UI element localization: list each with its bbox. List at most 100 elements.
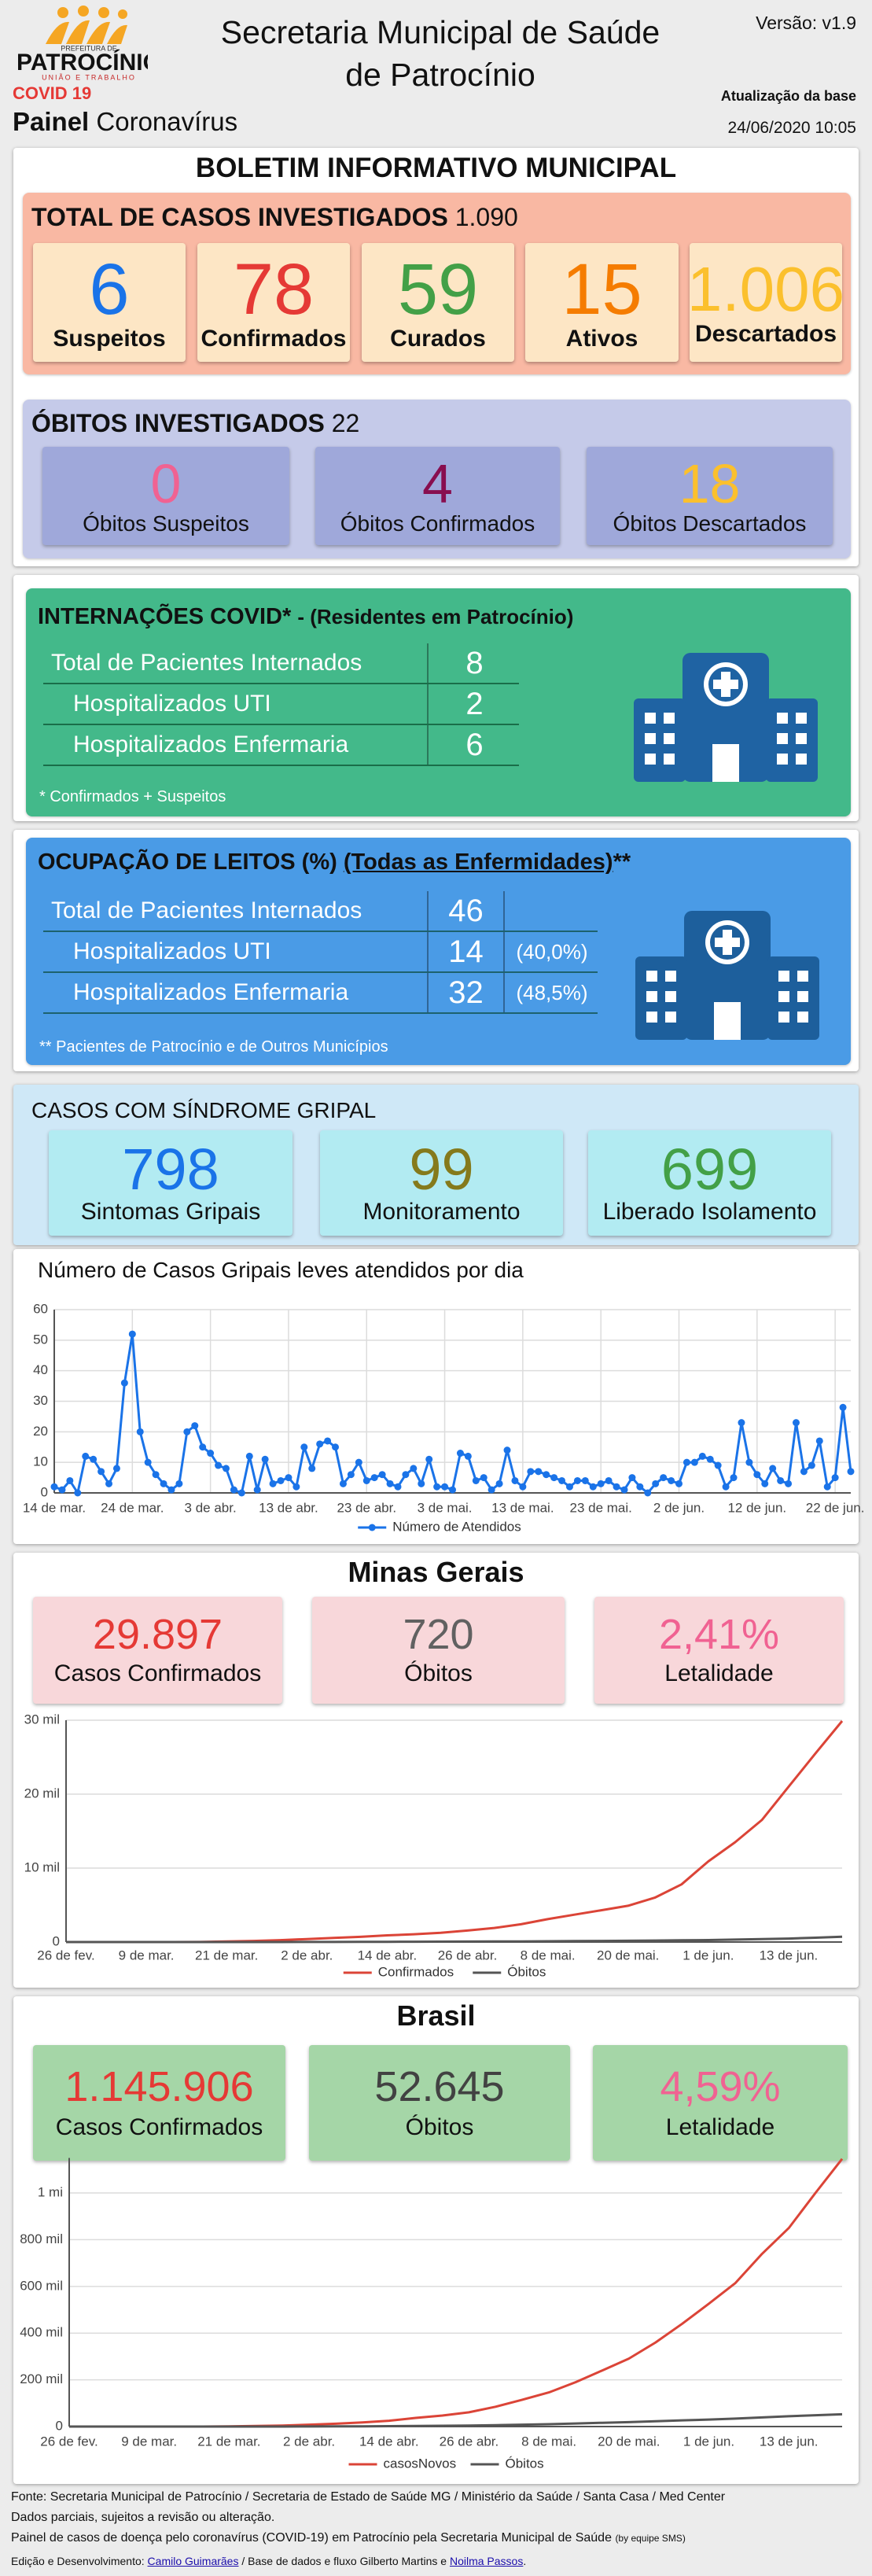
title-line: Secretaria Municipal de Saúde bbox=[220, 14, 660, 50]
card-value: 99 bbox=[409, 1137, 474, 1202]
y-tick-label: 50 bbox=[33, 1332, 48, 1347]
point bbox=[698, 1452, 706, 1460]
obitos-label: ÓBITOS INVESTIGADOS bbox=[31, 409, 325, 437]
x-tick-label: 2 de abr. bbox=[283, 2434, 335, 2449]
section-title: Brasil bbox=[396, 1999, 476, 2032]
point bbox=[441, 1483, 449, 1491]
footer-text: / Base de dados e fluxo Gilberto Martins… bbox=[241, 2555, 447, 2567]
link[interactable]: Noilma Passos bbox=[449, 2555, 524, 2567]
x-tick-label: 13 de abr. bbox=[259, 1500, 318, 1515]
card: 798 Sintomas Gripais bbox=[49, 1130, 293, 1236]
x-tick-label: 26 de fev. bbox=[37, 1948, 94, 1962]
point bbox=[152, 1471, 160, 1479]
point bbox=[253, 1486, 261, 1494]
series-line bbox=[66, 1720, 844, 1944]
point bbox=[730, 1474, 738, 1482]
point bbox=[761, 1480, 769, 1487]
card-value: 798 bbox=[122, 1137, 219, 1202]
point bbox=[847, 1468, 855, 1476]
y-tick-label: 60 bbox=[33, 1301, 48, 1316]
legend-label: Óbitos bbox=[507, 1964, 546, 1979]
x-tick-label: 14 de abr. bbox=[358, 1948, 418, 1962]
card-label: Ativos bbox=[565, 325, 638, 352]
card-value: 15 bbox=[561, 249, 642, 330]
table-row: Hospitalizados Enfermaria 32 (48,5%) bbox=[43, 973, 598, 1014]
series-line bbox=[69, 2412, 843, 2428]
x-tick-label: 21 de mar. bbox=[195, 1948, 258, 1962]
point bbox=[230, 1486, 237, 1494]
point bbox=[714, 1461, 722, 1469]
point bbox=[293, 1483, 300, 1491]
x-tick-label: 2 de jun. bbox=[653, 1500, 705, 1515]
total-heading: TOTAL DE CASOS INVESTIGADOS 1.090 bbox=[31, 203, 518, 232]
point bbox=[386, 1480, 394, 1487]
logo-top: PREFEITURA DE bbox=[61, 44, 117, 52]
card-value: 2,41% bbox=[658, 1611, 780, 1658]
card-value: 59 bbox=[397, 249, 479, 330]
x-tick-label: 9 de mar. bbox=[119, 1948, 175, 1962]
x-tick-label: 8 de mai. bbox=[521, 1948, 576, 1962]
card: 18 Óbitos Descartados bbox=[587, 447, 833, 545]
title: INTERNAÇÕES COVID* bbox=[38, 604, 292, 629]
point bbox=[58, 1486, 66, 1494]
point bbox=[535, 1468, 543, 1476]
sindrome-title: CASOS COM SÍNDROME GRIPAL bbox=[31, 1098, 377, 1122]
point bbox=[347, 1471, 355, 1479]
point bbox=[581, 1476, 589, 1484]
row-value: 32 bbox=[427, 973, 503, 1012]
row-value: 6 bbox=[427, 725, 521, 765]
card-label: Suspeitos bbox=[53, 325, 166, 352]
point bbox=[815, 1437, 823, 1445]
card-label: Óbitos Confirmados bbox=[340, 510, 535, 536]
y-tick-label: 600 mil bbox=[20, 2278, 63, 2293]
card: 0 Óbitos Suspeitos bbox=[42, 447, 289, 545]
link[interactable]: Camilo Guimarães bbox=[147, 2555, 239, 2567]
x-tick-label: 21 de mar. bbox=[197, 2434, 260, 2449]
x-tick-label: 8 de mai. bbox=[521, 2434, 576, 2449]
table-row: Total de Pacientes Internados 46 bbox=[43, 891, 598, 932]
obitos-value: 22 bbox=[331, 409, 360, 437]
x-tick-label: 9 de mar. bbox=[121, 2434, 177, 2449]
ocupacao-title: OCUPAÇÃO DE LEITOS (%) (Todas as Enfermi… bbox=[38, 849, 631, 875]
y-tick-label: 400 mil bbox=[20, 2325, 63, 2340]
card-value: 4 bbox=[422, 452, 453, 514]
point bbox=[511, 1476, 519, 1484]
legend-label: Número de Atendidos bbox=[392, 1519, 521, 1534]
card: 15 Ativos bbox=[525, 243, 679, 362]
version: Versão: v1.9 bbox=[756, 13, 856, 33]
footer-text: Painel de casos de doença pelo coronavír… bbox=[11, 2531, 612, 2545]
point bbox=[753, 1471, 761, 1479]
table-row: Hospitalizados UTI 14 (40,0%) bbox=[43, 932, 598, 973]
point bbox=[50, 1483, 58, 1491]
legend-label: Confirmados bbox=[378, 1964, 454, 1979]
row-label: Total de Pacientes Internados bbox=[51, 897, 362, 923]
point bbox=[433, 1483, 441, 1491]
point bbox=[823, 1483, 831, 1491]
card-value: 0 bbox=[150, 452, 182, 514]
point bbox=[144, 1458, 152, 1466]
y-tick-label: 200 mil bbox=[20, 2371, 63, 2386]
row-percent: (40,0%) bbox=[503, 932, 599, 971]
row-label: Total de Pacientes Internados bbox=[51, 650, 362, 676]
card-value: 1.145.906 bbox=[64, 2062, 254, 2110]
y-tick-label: 800 mil bbox=[20, 2231, 63, 2246]
card-label: Óbitos Descartados bbox=[613, 510, 807, 536]
table-row: Hospitalizados UTI 2 bbox=[43, 684, 519, 725]
point bbox=[300, 1443, 308, 1451]
point bbox=[245, 1452, 253, 1460]
hospital-icon bbox=[634, 653, 818, 782]
point bbox=[316, 1440, 324, 1448]
card-label: Letalidade bbox=[665, 2113, 775, 2140]
footer-panel: Painel de casos de doença pelo coronavír… bbox=[11, 2531, 686, 2545]
card-value: 720 bbox=[403, 1611, 474, 1658]
x-tick-label: 14 de abr. bbox=[359, 2434, 419, 2449]
point bbox=[472, 1476, 480, 1484]
x-tick-label: 24 de mar. bbox=[101, 1500, 164, 1515]
point bbox=[402, 1471, 410, 1479]
y-tick-label: 10 bbox=[33, 1454, 48, 1469]
card-label: Óbitos Suspeitos bbox=[83, 510, 249, 536]
point bbox=[112, 1465, 120, 1472]
point bbox=[324, 1437, 332, 1445]
point bbox=[652, 1480, 660, 1487]
point bbox=[269, 1480, 277, 1487]
